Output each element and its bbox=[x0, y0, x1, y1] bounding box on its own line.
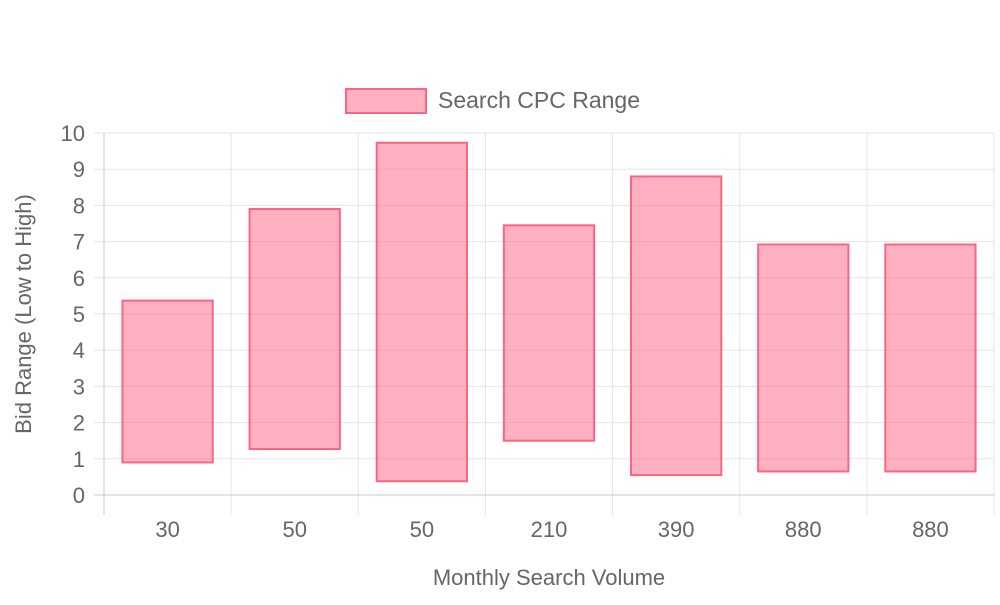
bar-0[interactable] bbox=[121, 299, 214, 464]
y-tick-label: 10 bbox=[61, 121, 85, 146]
legend-swatch bbox=[345, 88, 427, 114]
y-tick-label: 8 bbox=[73, 193, 85, 218]
y-tick-label: 3 bbox=[73, 374, 85, 399]
x-tick-label: 30 bbox=[155, 517, 179, 542]
bar-1[interactable] bbox=[248, 208, 341, 451]
x-tick-label: 880 bbox=[912, 517, 949, 542]
bar-4[interactable] bbox=[630, 175, 723, 477]
x-tick-label: 390 bbox=[658, 517, 695, 542]
x-tick-label: 50 bbox=[282, 517, 306, 542]
y-tick-label: 5 bbox=[73, 302, 85, 327]
legend-label: Search CPC Range bbox=[438, 87, 640, 113]
y-tick-label: 0 bbox=[73, 483, 85, 508]
x-tick-label: 50 bbox=[410, 517, 434, 542]
y-tick-label: 9 bbox=[73, 157, 85, 182]
bar-6[interactable] bbox=[884, 243, 977, 473]
x-axis-title: Monthly Search Volume bbox=[433, 565, 665, 590]
bar-2[interactable] bbox=[375, 141, 468, 483]
y-axis-title: Bid Range (Low to High) bbox=[11, 194, 36, 434]
bar-5[interactable] bbox=[757, 243, 850, 473]
bars bbox=[121, 141, 977, 483]
bar-3[interactable] bbox=[502, 224, 596, 442]
y-tick-label: 1 bbox=[73, 447, 85, 472]
legend[interactable]: Search CPC Range bbox=[345, 87, 640, 114]
axes: 0 1 2 3 4 5 6 7 8 9 10 30 50 50 210 390 880 880 bbox=[61, 121, 994, 542]
y-tick-label: 6 bbox=[73, 266, 85, 291]
y-tick-label: 2 bbox=[73, 411, 85, 436]
y-tick-label: 7 bbox=[73, 230, 85, 255]
y-tick-label: 4 bbox=[73, 338, 85, 363]
x-tick-label: 210 bbox=[531, 517, 568, 542]
x-tick-label: 880 bbox=[785, 517, 822, 542]
